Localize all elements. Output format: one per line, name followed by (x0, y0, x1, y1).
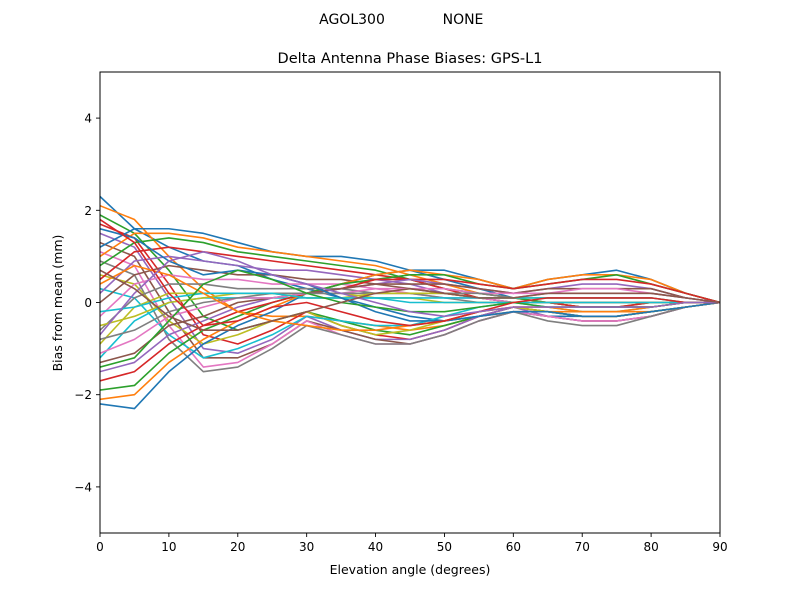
series-line-prn31 (100, 227, 720, 322)
series-line-prn25 (100, 278, 720, 373)
x-tick-label: 70 (575, 540, 590, 554)
series-line-prn35 (100, 250, 720, 336)
x-tick-label: 50 (437, 540, 452, 554)
y-tick-label: −2 (74, 388, 92, 402)
suptitle-radome: NONE (443, 12, 484, 28)
series-line-prn34 (100, 218, 720, 327)
x-tick-label: 60 (506, 540, 521, 554)
series-line-prn08 (100, 260, 720, 373)
x-tick-label: 30 (299, 540, 314, 554)
y-axis: −4 −2 0 2 4 (74, 112, 100, 494)
x-tick-label: 20 (230, 540, 245, 554)
x-tick-label: 0 (96, 540, 104, 554)
y-tick-label: −4 (74, 480, 92, 494)
x-tick-label: 10 (161, 540, 176, 554)
y-tick-label: 4 (84, 112, 92, 126)
x-tick-label: 80 (643, 540, 658, 554)
x-tick-label: 40 (368, 540, 383, 554)
x-tick-label: 90 (712, 540, 727, 554)
y-axis-label: Bias from mean (mm) (50, 235, 65, 372)
y-tick-label: 0 (84, 296, 92, 310)
x-axis: 0 10 20 30 40 50 60 70 80 90 (96, 533, 728, 554)
x-axis-label: Elevation angle (degrees) (330, 562, 491, 577)
y-tick-label: 2 (84, 204, 92, 218)
series-line-prn36 (100, 269, 720, 331)
suptitle-antenna: AGOL300 (319, 12, 385, 28)
series-layer (100, 195, 720, 410)
chart-title: Delta Antenna Phase Biases: GPS-L1 (278, 51, 543, 67)
